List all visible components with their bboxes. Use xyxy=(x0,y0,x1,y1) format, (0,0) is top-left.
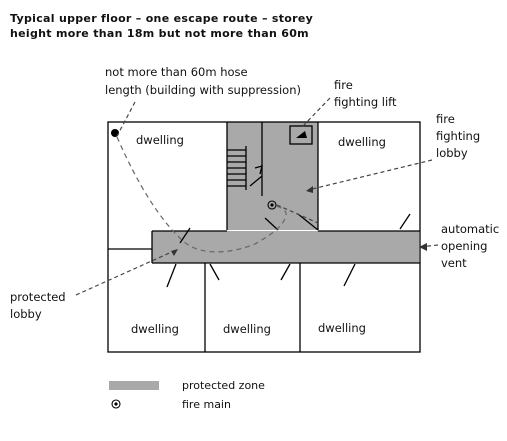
dwelling-bottom-1-label: dwelling xyxy=(131,322,179,336)
vent-label-line-2: opening xyxy=(441,239,487,253)
vent-label-line-1: automatic xyxy=(441,222,499,236)
fire-fighting-lift-car xyxy=(289,125,313,145)
legend-fire-main-icon xyxy=(111,399,121,409)
hose-length-label-line-1: not more than 60m hose xyxy=(105,65,248,79)
legend: protected zone fire main xyxy=(109,379,265,411)
stair-arrow-icon xyxy=(254,165,263,175)
hose-origin-dot-icon xyxy=(111,129,119,137)
vent-label-line-3: vent xyxy=(441,256,467,270)
hose-route-path xyxy=(116,136,287,253)
protected-zone-areas xyxy=(152,122,419,263)
fire-fighting-lobby-label-line-2: fighting xyxy=(436,129,480,143)
legend-fire-main-label: fire main xyxy=(182,398,231,411)
dwelling-top-left-label: dwelling xyxy=(136,133,184,147)
door-swings xyxy=(166,213,411,288)
lift-arrow-icon xyxy=(296,131,307,138)
leader-lines xyxy=(75,97,439,296)
stair-core-zone xyxy=(227,122,318,230)
legend-protected-zone-swatch xyxy=(109,381,159,390)
title-line-1: Typical upper floor – one escape route –… xyxy=(10,12,313,25)
corridor-zone xyxy=(152,231,419,263)
fire-fighting-lift-label-line-2: fighting lift xyxy=(334,95,397,109)
stair-flight xyxy=(227,146,263,190)
legend-protected-zone-label: protected zone xyxy=(182,379,265,392)
protected-lobby-label-line-2: lobby xyxy=(10,307,42,321)
building-outline xyxy=(107,121,421,353)
fire-fighting-lobby-label-line-3: lobby xyxy=(436,146,468,160)
protected-lobby-label-line-1: protected xyxy=(10,290,66,304)
fire-fighting-lift-label-line-1: fire xyxy=(334,78,353,92)
title-line-2: height more than 18m but not more than 6… xyxy=(10,27,309,40)
fire-fighting-lobby-label-line-1: fire xyxy=(436,112,455,126)
dwelling-top-right-label: dwelling xyxy=(338,135,386,149)
fire-main-icon xyxy=(267,200,277,210)
dwelling-bottom-2-label: dwelling xyxy=(223,322,271,336)
hose-length-label-line-2: length (building with suppression) xyxy=(105,83,301,97)
dwelling-bottom-3-label: dwelling xyxy=(318,321,366,335)
